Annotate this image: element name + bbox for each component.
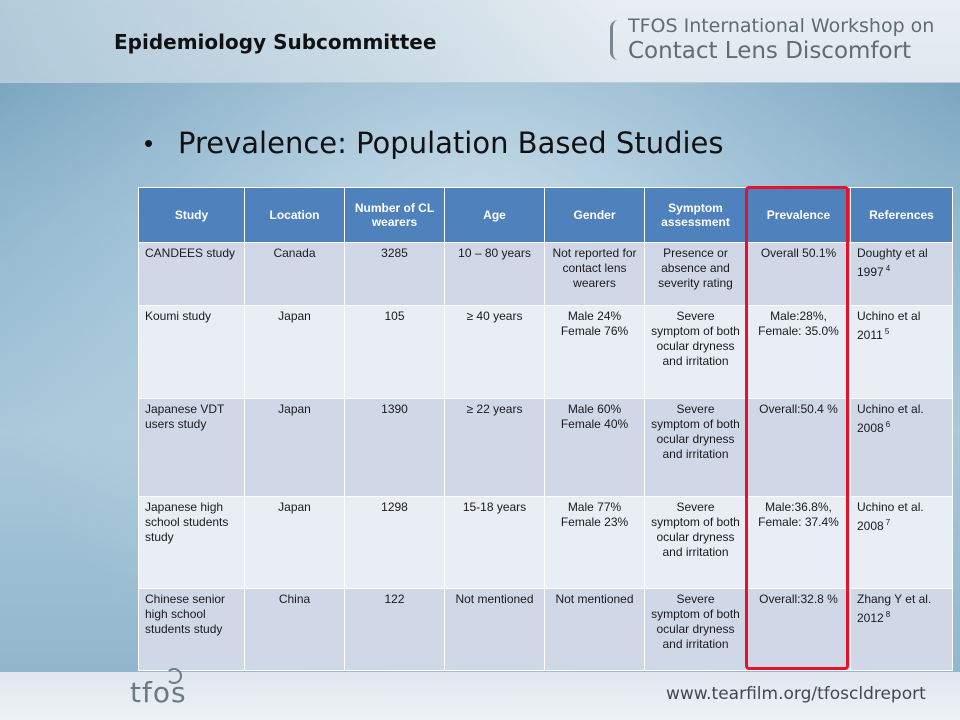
location-cell: Japan bbox=[244, 496, 345, 589]
table-row: Chinese senior high school students stud… bbox=[138, 588, 953, 671]
column-header: Symptom assessment bbox=[644, 187, 747, 243]
workshop-logo: TFOS International Workshop on Contact L… bbox=[628, 14, 948, 64]
study-cell: Koumi study bbox=[138, 305, 245, 399]
column-header: Age bbox=[444, 187, 545, 243]
footer-logo: tfos bbox=[130, 676, 187, 709]
study-cell: CANDEES study bbox=[138, 242, 245, 306]
gender-cell: Male 60% Female 40% bbox=[544, 398, 645, 497]
bullet-point: • Prevalence: Population Based Studies bbox=[144, 126, 724, 160]
gender-cell: Male 77% Female 23% bbox=[544, 496, 645, 589]
gender-cell: Not mentioned bbox=[544, 588, 645, 671]
gender-cell: Male 24% Female 76% bbox=[544, 305, 645, 399]
workshop-line1: TFOS International Workshop on bbox=[628, 15, 935, 37]
gender-cell: Not reported for contact lens wearers bbox=[544, 242, 645, 306]
reference-cell: Uchino et al 2011 5 bbox=[850, 305, 953, 399]
age-cell: Not mentioned bbox=[444, 588, 545, 671]
number-cell: 105 bbox=[344, 305, 445, 399]
location-cell: Japan bbox=[244, 398, 345, 497]
reference-text: Zhang Y et al. 2012 bbox=[857, 592, 932, 625]
location-cell: Japan bbox=[244, 305, 345, 399]
number-cell: 1298 bbox=[344, 496, 445, 589]
reference-number: 6 bbox=[885, 420, 891, 429]
prevalence-cell: Male:36.8%, Female: 37.4% bbox=[746, 496, 851, 589]
column-header: References bbox=[850, 187, 953, 243]
reference-number: 8 bbox=[885, 610, 891, 619]
reference-cell: Uchino et al. 2008 7 bbox=[850, 496, 953, 589]
prevalence-cell: Overall 50.1% bbox=[746, 242, 851, 306]
reference-cell: Zhang Y et al. 2012 8 bbox=[850, 588, 953, 671]
column-header: Study bbox=[138, 187, 245, 243]
table-row: Japanese high school students study Japa… bbox=[138, 496, 953, 589]
table-row: Koumi study Japan 105 ≥ 40 years Male 24… bbox=[138, 305, 953, 399]
column-header: Location bbox=[244, 187, 345, 243]
reference-cell: Doughty et al 1997 4 bbox=[850, 242, 953, 306]
number-cell: 1390 bbox=[344, 398, 445, 497]
reference-text: Doughty et al 1997 bbox=[857, 246, 928, 279]
reference-number: 5 bbox=[884, 327, 890, 336]
age-cell: ≥ 22 years bbox=[444, 398, 545, 497]
column-header: Gender bbox=[544, 187, 645, 243]
age-cell: 15-18 years bbox=[444, 496, 545, 589]
reference-cell: Uchino et al. 2008 6 bbox=[850, 398, 953, 497]
symptom-cell: Severe symptom of both ocular dryness an… bbox=[644, 496, 747, 589]
prevalence-cell: Overall:50.4 % bbox=[746, 398, 851, 497]
study-cell: Japanese VDT users study bbox=[138, 398, 245, 497]
symptom-cell: Presence or absence and severity rating bbox=[644, 242, 747, 306]
workshop-line2: Contact Lens Discomfort bbox=[628, 38, 912, 64]
symptom-cell: Severe symptom of both ocular dryness an… bbox=[644, 398, 747, 497]
reference-text: Uchino et al 2011 bbox=[857, 309, 921, 342]
reference-number: 7 bbox=[885, 518, 891, 527]
number-cell: 3285 bbox=[344, 242, 445, 306]
subcommittee-title: Epidemiology Subcommittee bbox=[114, 30, 437, 54]
column-header: Number of CL wearers bbox=[344, 187, 445, 243]
table-row: Japanese VDT users study Japan 1390 ≥ 22… bbox=[138, 398, 953, 497]
prevalence-highlight-box bbox=[745, 186, 849, 670]
header-band bbox=[0, 0, 960, 83]
reference-text: Uchino et al. 2008 bbox=[857, 500, 924, 533]
reference-number: 4 bbox=[885, 264, 891, 273]
tfos-bracket-icon bbox=[610, 20, 627, 60]
table-row: CANDEES study Canada 3285 10 – 80 years … bbox=[138, 242, 953, 306]
tfos-swirl-icon bbox=[166, 668, 182, 684]
location-cell: Canada bbox=[244, 242, 345, 306]
study-cell: Japanese high school students study bbox=[138, 496, 245, 589]
reference-text: Uchino et al. 2008 bbox=[857, 402, 924, 435]
prevalence-table: Study Location Number of CL wearers Age … bbox=[138, 187, 953, 671]
location-cell: China bbox=[244, 588, 345, 671]
prevalence-cell: Male:28%, Female: 35.0% bbox=[746, 305, 851, 399]
prevalence-cell: Overall:32.8 % bbox=[746, 588, 851, 671]
bullet-icon: • bbox=[144, 127, 154, 158]
age-cell: 10 – 80 years bbox=[444, 242, 545, 306]
age-cell: ≥ 40 years bbox=[444, 305, 545, 399]
table-header-row: Study Location Number of CL wearers Age … bbox=[138, 187, 953, 243]
symptom-cell: Severe symptom of both ocular dryness an… bbox=[644, 305, 747, 399]
symptom-cell: Severe symptom of both ocular dryness an… bbox=[644, 588, 747, 671]
footer-url[interactable]: www.tearfilm.org/tfoscldreport bbox=[666, 684, 926, 704]
footer-band bbox=[0, 672, 960, 720]
study-cell: Chinese senior high school students stud… bbox=[138, 588, 245, 671]
slide-heading: Prevalence: Population Based Studies bbox=[178, 126, 724, 160]
number-cell: 122 bbox=[344, 588, 445, 671]
